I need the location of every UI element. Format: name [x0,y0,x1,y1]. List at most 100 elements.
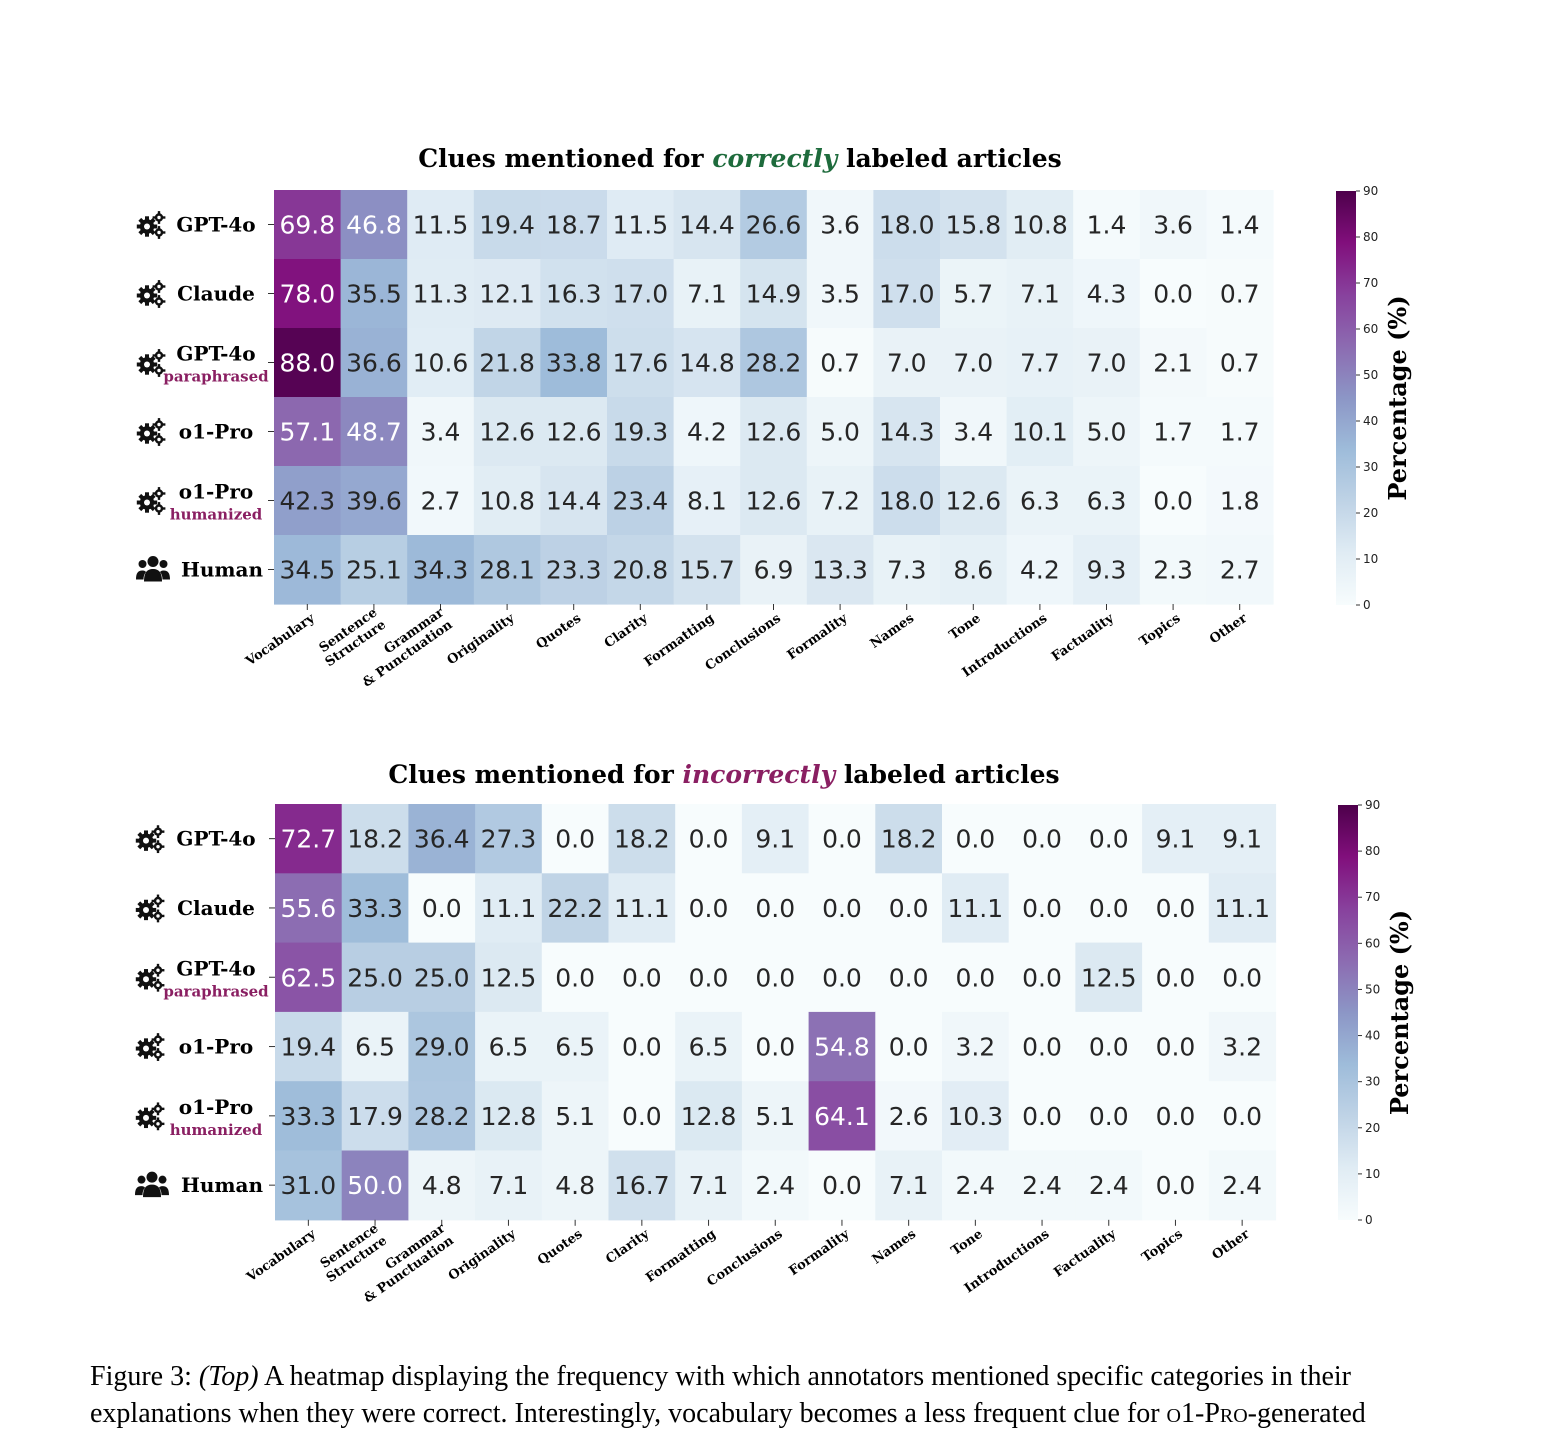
cell-value: 12.5 [481,963,537,992]
heatmap-cell [806,466,874,536]
heatmap-cell [1075,942,1143,1013]
heatmap-cell [475,873,543,944]
row-label: o1-Pro [179,1035,253,1059]
cell-value: 46.8 [346,211,402,240]
cell-value: 3.4 [421,418,461,447]
cell-value: 0.7 [1220,349,1260,378]
heatmap-cell [875,1011,943,1082]
cell-value: 5.7 [953,280,993,309]
heatmap-cell [407,397,475,467]
cell-value: 2.4 [1089,1171,1129,1200]
cell-value: 27.3 [481,825,537,854]
heatmap-cell [541,873,610,944]
cell-value: 0.0 [889,963,929,992]
row-label: Human [181,558,264,582]
heatmap-cell [873,535,941,605]
cell-value: 13.3 [812,556,868,585]
cell-value: 7.1 [489,1171,529,1200]
cell-value: 18.0 [879,487,935,516]
heatmap-cells: 69.8 46.8 11.5 19.4 18.7 11.5 14.4 26.6 3.6 18.0 1… [274,190,1274,605]
heatmap-cell [741,1150,810,1221]
heatmap-cell [473,397,541,467]
heatmap-cell [540,397,608,467]
heatmap-cell [1142,1081,1210,1152]
heatmap-cell [340,328,408,398]
column-label-line: Tone [947,611,984,643]
heatmap-cell [940,190,1008,260]
cell-value: 18.2 [881,825,937,854]
cell-value: 0.0 [822,825,862,854]
heatmap-cell [673,535,741,605]
row-label: GPT-4o [176,342,255,366]
column-label: Vocabulary [242,611,317,670]
row-sublabel: paraphrased [163,982,269,1000]
heatmap-cell [942,1011,1010,1082]
cell-value: 6.5 [555,1033,595,1062]
cell-value: 23.4 [612,487,668,516]
cell-value: 2.3 [1153,556,1193,585]
heatmap-cell [1139,535,1207,605]
gears-icon [135,963,165,992]
heatmap-cell [541,1150,610,1221]
cell-value: 6.5 [355,1033,395,1062]
heatmap-cell [675,1011,743,1082]
cell-value: 12.6 [546,418,602,447]
cell-value: 7.1 [889,1171,929,1200]
cell-value: 2.7 [421,487,461,516]
cell-value: 0.0 [1153,280,1193,309]
heatmap-cell [1208,1011,1277,1082]
heatmap-cell [673,466,741,536]
cell-value: 17.9 [347,1102,403,1131]
gears-icon [136,487,166,515]
cell-value: 54.8 [814,1033,870,1062]
heatmap-cell [1073,190,1141,260]
heatmap-title: Clues mentioned for incorrectly labeled … [388,760,1059,789]
heatmap-cell [540,190,608,260]
heatmap-cell [940,397,1008,467]
heatmap-cell [875,942,943,1013]
cell-value: 11.1 [614,894,670,923]
cell-value: 15.7 [679,556,735,585]
heatmap-cell [275,804,343,874]
cell-value: 0.0 [622,1033,662,1062]
cell-value: 6.5 [689,1033,729,1062]
cell-value: 14.4 [546,487,602,516]
cell-value: 3.2 [955,1033,995,1062]
colorbar: 0 10 20 30 40 50 60 70 80 90 Percentage (%) [1336,184,1412,612]
cell-value: 4.8 [422,1171,462,1200]
heatmap-cell [740,328,808,398]
cell-value: 34.3 [413,556,469,585]
cell-value: 48.7 [346,418,402,447]
column-label: Factuality [1051,1227,1119,1281]
cell-value: 2.4 [955,1171,995,1200]
heatmap-cell [607,466,675,536]
heatmap-cell [1073,328,1141,398]
heatmap-cell [1142,1011,1210,1082]
colorbar-gradient [1338,805,1358,1220]
colorbar-tick-label: 40 [1365,1029,1380,1043]
heatmap-cell [1075,1150,1143,1221]
heatmap-cell [607,259,675,329]
cell-value: 18.7 [546,211,602,240]
heatmap-cell [873,190,941,260]
heatmap-cell [340,190,408,260]
heatmap-cell [741,873,810,944]
gears-icon [136,349,166,377]
colorbar-gradient [1336,191,1356,605]
heatmap-cell [475,1081,543,1152]
cell-value: 4.3 [1087,280,1127,309]
cell-value: 3.4 [953,418,993,447]
cell-value: 34.5 [279,556,335,585]
heatmap-cell [1073,535,1141,605]
heatmap-cell [875,1081,943,1152]
cell-value: 39.6 [346,487,402,516]
column-label: Formality [787,1227,853,1279]
heatmap-cell [1208,1081,1277,1152]
cell-value: 7.7 [1020,349,1060,378]
cell-value: 6.3 [1020,487,1060,516]
column-label: Clarity [603,1227,652,1268]
cell-value: 0.0 [822,894,862,923]
heatmap-2: Clues mentioned for incorrectly labeled … [135,760,1414,1306]
cell-value: 28.1 [479,556,535,585]
cell-value: 25.0 [414,963,470,992]
